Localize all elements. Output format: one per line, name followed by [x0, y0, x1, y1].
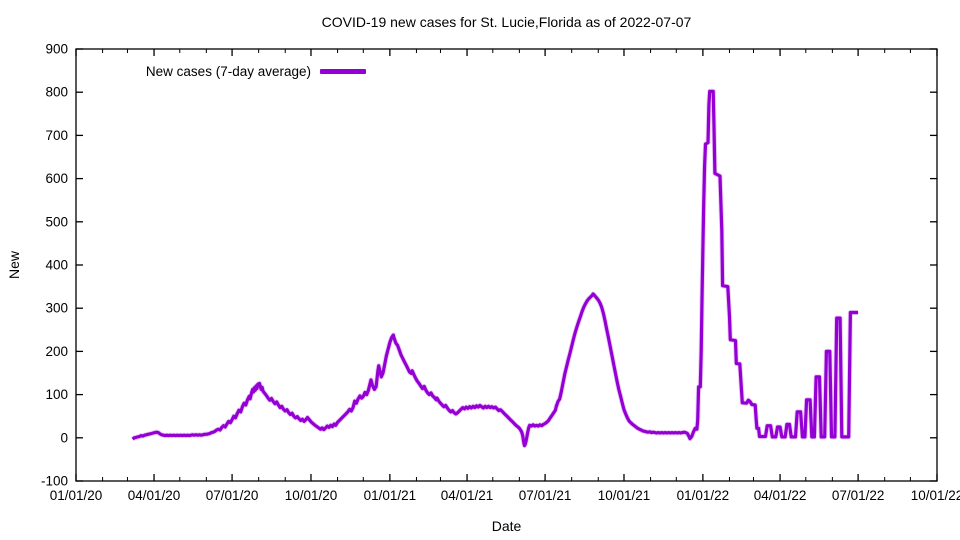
- legend: New cases (7-day average): [0, 63, 366, 79]
- x-tick-label: 01/01/22: [677, 488, 730, 503]
- x-tick-label: 10/01/21: [598, 488, 651, 503]
- y-tick-label: 100: [45, 387, 68, 402]
- x-tick-label: 07/01/22: [832, 488, 885, 503]
- y-tick-label: 900: [45, 42, 68, 57]
- chart-title: COVID-19 new cases for St. Lucie,Florida…: [321, 14, 692, 30]
- x-axis-title: Date: [491, 518, 522, 534]
- x-tick-label: 10/01/22: [911, 488, 960, 503]
- legend-label: New cases (7-day average): [145, 63, 311, 79]
- x-tick-label: 07/01/21: [519, 488, 572, 503]
- y-tick-label: 800: [45, 85, 68, 100]
- y-tick-label: 200: [45, 344, 68, 359]
- y-tick-label: -100: [41, 474, 68, 489]
- plot-border: [75, 48, 938, 482]
- x-tick-label: 04/01/22: [754, 488, 807, 503]
- y-tick-label: 400: [45, 258, 68, 273]
- x-tick-label: 04/01/21: [441, 488, 494, 503]
- x-tick-label: 01/01/20: [50, 488, 103, 503]
- y-tick-label: 600: [45, 171, 68, 186]
- x-tick-label: 10/01/20: [285, 488, 338, 503]
- y-tick-label: 300: [45, 301, 68, 316]
- x-tick-label: 04/01/20: [128, 488, 181, 503]
- series-line-new-cases: [131, 89, 859, 448]
- legend-line-swatch: [320, 68, 366, 74]
- x-tick-label: 07/01/20: [206, 488, 259, 503]
- series-line-halo: [131, 88, 859, 449]
- y-tick-label: 700: [45, 128, 68, 143]
- y-tick-label: 500: [45, 214, 68, 229]
- y-tick-label: 0: [60, 430, 68, 445]
- x-tick-label: 01/01/21: [364, 488, 417, 503]
- y-axis-title: New: [6, 250, 22, 280]
